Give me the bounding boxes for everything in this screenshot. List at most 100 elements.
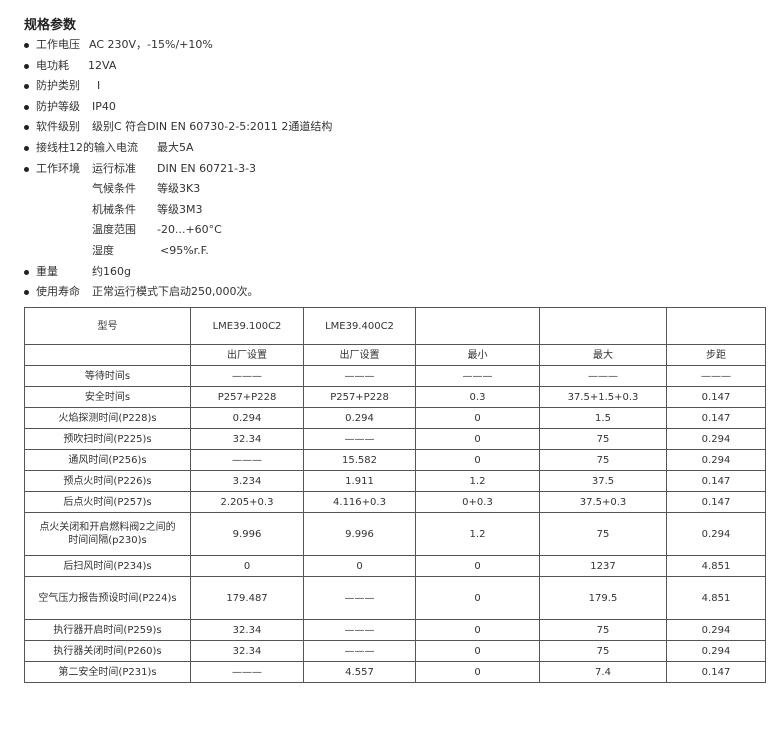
table-cell: 第二安全时间(P231)s (24, 661, 191, 683)
table-cell: 空气压力报告预设时间(P224)s (24, 576, 191, 620)
spec-sublabel: 湿度 (92, 244, 114, 257)
table-cell: 0.147 (666, 491, 766, 513)
table-cell: 0 (415, 449, 540, 471)
table-row: 第二安全时间(P231)s ——— 4.557 0 7.4 0.147 (24, 661, 766, 683)
table-cell: 后点火时间(P257)s (24, 491, 191, 513)
table-row: 火焰探测时间(P228)s 0.294 0.294 0 1.5 0.147 (24, 407, 766, 429)
table-row: 通风时间(P256)s ——— 15.582 0 75 0.294 (24, 449, 766, 471)
table-row: 等待时间s ——— ——— ——— ——— ——— (24, 365, 766, 387)
spec-label: 使用寿命 (36, 285, 80, 299)
table-cell: 0 (415, 640, 540, 662)
table-cell: 0 (415, 576, 540, 620)
spec-label: 软件级别 (36, 120, 80, 134)
spec-value: 等级3M3 (157, 202, 203, 216)
spec-label: 防护等级 (36, 99, 80, 113)
table-cell: 75 (539, 449, 667, 471)
table-row: 空气压力报告预设时间(P224)s 179.487 ——— 0 179.5 4.851 (24, 576, 766, 620)
table-cell: 0.294 (666, 640, 766, 662)
spec-label: 重量 (36, 264, 58, 278)
table-cell: 2.205+0.3 (190, 491, 304, 513)
table-cell: LME39.100C2 (190, 307, 304, 345)
spec-value: DIN EN 60721-3-3 (157, 161, 257, 175)
table-cell: 75 (539, 619, 667, 641)
bullet-icon (24, 104, 29, 110)
table-cell: 4.851 (666, 576, 766, 620)
table-cell: 执行器开启时间(P259)s (24, 619, 191, 641)
table-cell: P257+P228 (190, 386, 304, 408)
spec-label: 工作环境 (36, 161, 80, 175)
table-cell: 0.294 (666, 619, 766, 641)
table-cell: 4.557 (303, 661, 416, 683)
table-cell: 预点火时间(P226)s (24, 470, 191, 492)
table-cell: P257+P228 (303, 386, 416, 408)
spec-sublabel: 气候条件 (92, 182, 136, 196)
spec-value: I (97, 79, 101, 93)
table-cell: LME39.400C2 (303, 307, 416, 345)
table-cell: 0 (303, 555, 416, 577)
table-cell: 1.2 (415, 470, 540, 492)
table-cell: 37.5+1.5+0.3 (539, 386, 667, 408)
table-row: 预点火时间(P226)s 3.234 1.911 1.2 37.5 0.147 (24, 470, 766, 492)
bullet-icon (24, 290, 29, 296)
table-cell: ——— (190, 449, 304, 471)
table-cell: 等待时间s (24, 365, 191, 387)
table-cell: ——— (303, 428, 416, 450)
table-cell: ——— (303, 576, 416, 620)
table-cell: 75 (539, 428, 667, 450)
table-cell: ——— (666, 365, 766, 387)
table-cell: 0.294 (666, 449, 766, 471)
table-cell: 点火关闭和开启燃料阀2之间的时间间隔(p230)s (24, 512, 191, 556)
table-cell: ——— (190, 365, 304, 387)
table-cell: 0 (190, 555, 304, 577)
table-cell: 32.34 (190, 640, 304, 662)
bullet-icon (24, 269, 29, 275)
table-cell: 步距 (666, 344, 766, 366)
table-cell: 1.2 (415, 512, 540, 556)
table-cell: ——— (303, 640, 416, 662)
table-cell: 执行器关闭时间(P260)s (24, 640, 191, 662)
table-row: 执行器开启时间(P259)s 32.34 ——— 0 75 0.294 (24, 619, 766, 641)
table-row: 预吹扫时间(P225)s 32.34 ——— 0 75 0.294 (24, 428, 766, 450)
table-row: 安全时间s P257+P228 P257+P228 0.3 37.5+1.5+0.3 0.… (24, 386, 766, 408)
table-cell: 0.147 (666, 407, 766, 429)
table-cell: 75 (539, 512, 667, 556)
spec-value: 级别C 符合DIN EN 60730-2-5:2011 2通道结构 (92, 120, 333, 134)
table-row: 后扫风时间(P234)s 0 0 0 1237 4.851 (24, 555, 766, 577)
table-cell: 0 (415, 555, 540, 577)
table-cell: 型号 (24, 307, 191, 345)
spec-value: 最大5A (157, 141, 194, 154)
table-cell: 安全时间s (24, 386, 191, 408)
spec-label: 防护类别 (36, 79, 80, 93)
table-cell: 预吹扫时间(P225)s (24, 428, 191, 450)
spec-label: 接线柱12的输入电流 (36, 141, 138, 154)
spec-label: 工作电压 (36, 38, 80, 51)
table-cell: 37.5 (539, 470, 667, 492)
table-cell (539, 307, 667, 345)
bullet-icon (24, 166, 29, 172)
table-cell: 0 (415, 407, 540, 429)
spec-value: -20...+60°C (157, 223, 222, 237)
table-cell: 0.294 (190, 407, 304, 429)
table-cell: 179.5 (539, 576, 667, 620)
section-title: 规格参数 (24, 18, 77, 33)
table-cell: 4.851 (666, 555, 766, 577)
table-cell (24, 344, 191, 366)
table-cell: 1237 (539, 555, 667, 577)
table-cell: 15.582 (303, 449, 416, 471)
table-cell: 出厂设置 (303, 344, 416, 366)
spec-sublabel: 运行标准 (92, 161, 136, 175)
spec-value: AC 230V，-15%/+10% (89, 38, 213, 51)
table-cell: ——— (415, 365, 540, 387)
table-cell: 7.4 (539, 661, 667, 683)
table-cell: 0.294 (666, 512, 766, 556)
spec-value: 等级3K3 (157, 182, 201, 196)
table-cell (666, 307, 766, 345)
table-cell: 0 (415, 428, 540, 450)
table-cell: 179.487 (190, 576, 304, 620)
table-cell: 最大 (539, 344, 667, 366)
table-cell: 0 (415, 661, 540, 683)
table-cell: ——— (539, 365, 667, 387)
bullet-icon (24, 146, 29, 151)
table-cell: 4.116+0.3 (303, 491, 416, 513)
table-cell: 3.234 (190, 470, 304, 492)
